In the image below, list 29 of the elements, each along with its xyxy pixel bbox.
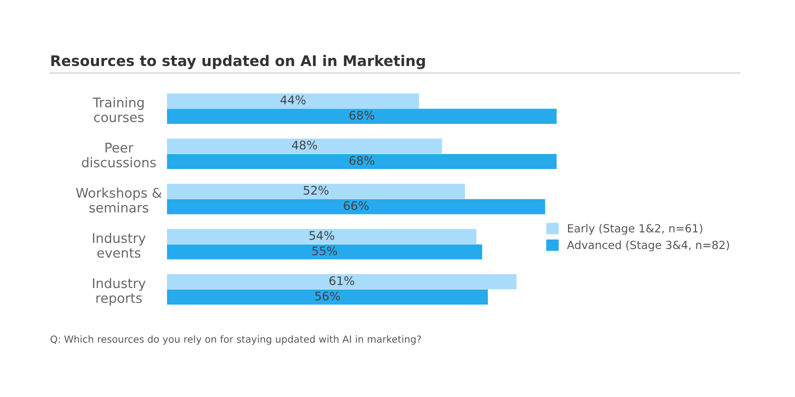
y-tick-label: Peer discussions [82,142,156,168]
y-tick-label: Training courses [92,97,144,122]
data-label: 68% [350,156,374,165]
data-label: 52% [304,186,328,195]
bar [167,138,442,154]
y-tick-label: Industry events [92,232,146,258]
data-label: 66% [344,201,369,210]
text: Q: Which resources do you rely on for staying updated with AI in marketing? [50,335,421,345]
bar [167,244,482,260]
bar [167,184,465,199]
bar [167,108,557,124]
chart-title: Resources to stay updated on AI in Marketing [51,54,425,70]
data-label: 56% [315,292,340,301]
y-tick-label: Workshops & seminars [76,188,162,213]
data-label: 55% [312,246,338,256]
data-label: 68% [350,110,374,120]
data-label: 54% [310,231,334,240]
bar [167,274,517,290]
data-label: 44% [280,95,306,104]
data-label: 48% [292,140,317,150]
legend-label: Advanced (Stage 3&4, n=82) [567,240,730,252]
bar [167,154,557,170]
bar [167,199,546,214]
bar [167,290,488,305]
legend-label: Early (Stage 1&2, n=61) [568,224,702,235]
data-label: 61% [329,276,354,286]
bar [167,228,476,244]
bar [167,93,420,108]
y-tick-label: Industry reports [92,278,146,306]
